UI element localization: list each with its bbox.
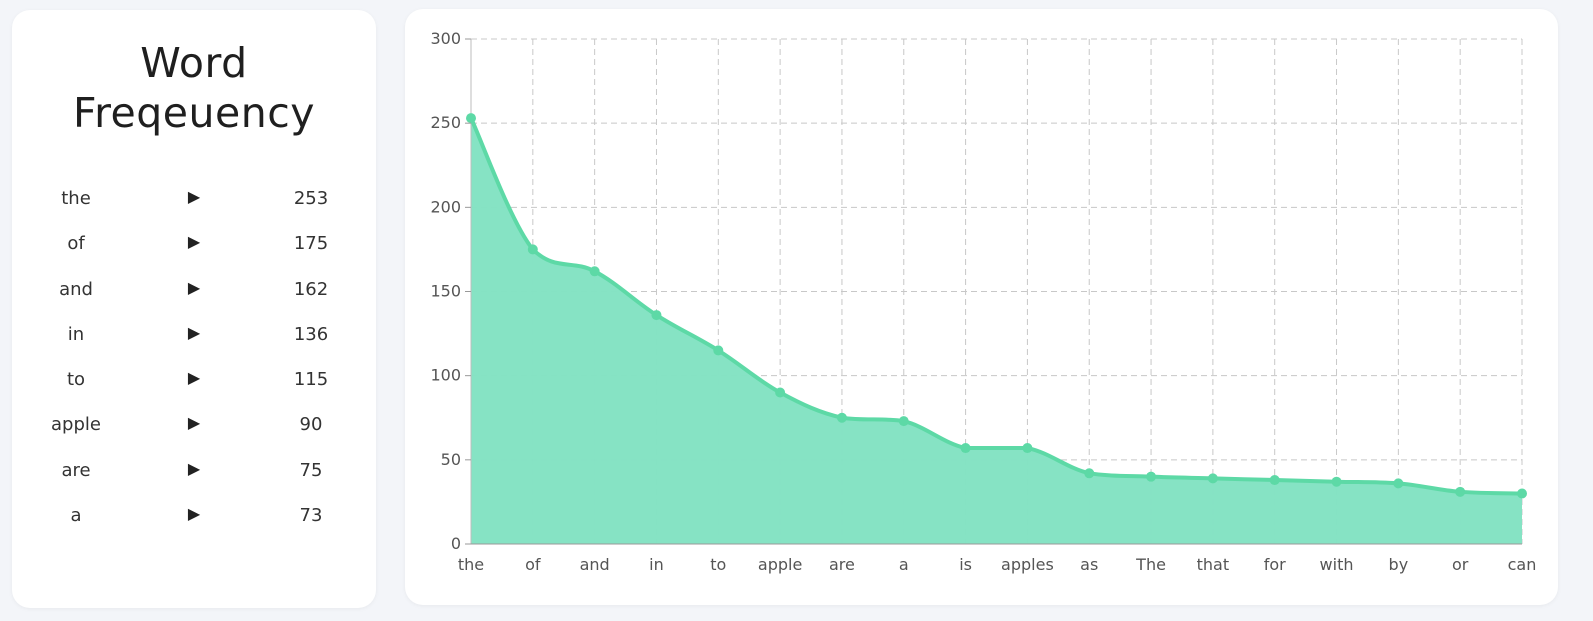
list-item-word: to (66, 369, 86, 391)
play-arrow-icon: ▶ (187, 504, 201, 524)
play-arrow-icon: ▶ (187, 187, 201, 206)
list-item: to ▶ 115 (12, 361, 376, 406)
data-point (589, 266, 600, 277)
play-arrow-icon: ▶ (187, 277, 201, 297)
x-tick-label: are (829, 555, 855, 574)
list-item-word: and (59, 278, 93, 300)
data-point (1146, 471, 1157, 482)
y-tick-label: 250 (430, 113, 461, 132)
x-tick-label: the (458, 555, 484, 574)
data-point (1269, 475, 1280, 486)
y-tick-label: 100 (430, 366, 461, 385)
list-item: a ▶ 73 (12, 497, 376, 542)
data-point (466, 113, 476, 124)
x-tick-label: or (1452, 555, 1469, 574)
y-tick-label: 150 (430, 282, 461, 301)
list-item: of ▶ 175 (12, 225, 376, 270)
data-point (1331, 476, 1342, 487)
x-tick-label: and (580, 555, 610, 574)
play-arrow-icon: ▶ (187, 322, 201, 342)
play-arrow-icon: ▶ (187, 458, 201, 478)
chart-panel: 0 50 100 150 200 250 300 the of and in to apple are a i… (405, 9, 1558, 605)
play-arrow-icon: ▶ (187, 368, 201, 388)
x-tick-label: apple (758, 555, 802, 574)
list-item: and ▶ 162 (12, 271, 376, 316)
y-tick-label: 300 (430, 29, 461, 48)
data-point (1207, 473, 1218, 484)
panel-title: Word Freqeuency (12, 38, 376, 138)
area-chart: 0 50 100 150 200 250 300 the of and in to apple are a i… (430, 29, 1537, 574)
x-tick-label: a (899, 555, 909, 574)
x-tick-label: that (1197, 555, 1230, 574)
panel-title-line1: Word (140, 39, 248, 87)
data-point (1022, 443, 1033, 454)
x-tick-label: The (1135, 555, 1166, 574)
x-tick-label: with (1320, 555, 1354, 574)
data-point (1517, 488, 1527, 499)
x-tick-label: to (710, 555, 726, 574)
data-point (651, 310, 662, 321)
x-tick-label: of (525, 555, 541, 574)
x-tick-label: can (1508, 555, 1537, 574)
list-item-count: 115 (293, 369, 329, 391)
y-tick-label: 0 (451, 534, 461, 553)
list-item-count: 253 (293, 188, 329, 209)
data-point (1455, 486, 1466, 497)
x-tick-label: by (1389, 555, 1409, 574)
list-item-word: a (70, 505, 82, 527)
word-frequency-panel: Word Freqeuency the ▶ 253 of ▶ 175 and ▶ 162 in ▶ 1… (12, 10, 376, 608)
data-point (898, 416, 909, 427)
frequency-list: the ▶ 253 of ▶ 175 and ▶ 162 in ▶ 136 to ▶ 115 apple ▶ 90… (12, 180, 376, 542)
x-tick-label: for (1264, 555, 1286, 574)
list-item-word: apple (51, 414, 101, 436)
y-tick-label: 200 (430, 197, 461, 216)
list-item: the ▶ 253 (12, 180, 376, 225)
x-tick-label: in (649, 555, 664, 574)
list-item-count: 136 (293, 323, 329, 345)
panel-title-line2: Freqeuency (72, 89, 316, 137)
data-point (713, 345, 724, 356)
data-point (1084, 468, 1095, 479)
list-item-word: in (67, 323, 85, 345)
x-tick-label: is (959, 555, 972, 574)
list-item-count: 90 (299, 414, 323, 436)
list-item-count: 162 (293, 278, 329, 300)
data-point (836, 412, 847, 423)
x-tick-label: as (1080, 555, 1098, 574)
y-tick-label: 50 (441, 450, 461, 469)
list-item: are ▶ 75 (12, 452, 376, 497)
list-item: in ▶ 136 (12, 316, 376, 361)
list-item-word: the (61, 188, 91, 209)
data-point (1393, 478, 1404, 489)
x-tick-label: apples (1001, 555, 1054, 574)
list-item: apple ▶ 90 (12, 406, 376, 451)
data-point (527, 244, 538, 255)
list-item-word: are (61, 459, 91, 481)
list-item-count: 175 (293, 233, 329, 255)
play-arrow-icon: ▶ (187, 413, 201, 433)
area-fill (471, 118, 1522, 544)
list-item-word: of (67, 233, 85, 255)
list-item-count: 75 (299, 459, 323, 481)
data-point (960, 443, 971, 454)
list-item-count: 73 (299, 505, 323, 527)
data-point (775, 387, 786, 398)
play-arrow-icon: ▶ (187, 232, 201, 252)
